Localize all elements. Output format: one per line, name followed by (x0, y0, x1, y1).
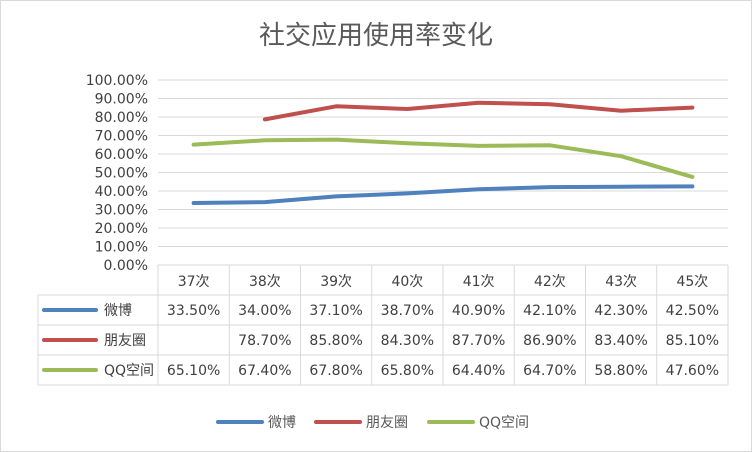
chart-title: 社交应用使用率变化 (259, 21, 493, 51)
y-tick-label: 50.00% (95, 166, 148, 182)
y-tick-label: 40.00% (95, 184, 148, 200)
x-tick-label: 42次 (534, 274, 566, 290)
y-tick-label: 10.00% (95, 240, 148, 256)
y-tick-label: 80.00% (95, 110, 148, 126)
data-label: 34.00% (238, 303, 291, 319)
data-label: 42.30% (594, 303, 647, 319)
series-line (191, 184, 695, 205)
data-label: 86.90% (523, 333, 576, 349)
legend: 微博 朋友圈 QQ空间 (216, 414, 529, 431)
data-label: 47.60% (666, 363, 719, 379)
data-label: 83.40% (594, 333, 647, 349)
y-tick-label: 70.00% (95, 129, 148, 145)
x-tick-label: 45次 (676, 274, 708, 290)
data-label: 85.10% (666, 333, 719, 349)
y-tick-label: 20.00% (95, 221, 148, 237)
data-label: 58.80% (594, 363, 647, 379)
data-label: 85.80% (309, 333, 362, 349)
y-tick-label: 90.00% (95, 92, 148, 108)
data-label: 42.10% (523, 303, 576, 319)
data-label: 64.70% (523, 363, 576, 379)
data-label: 42.50% (666, 303, 719, 319)
data-label: 37.10% (309, 303, 362, 319)
data-label: 67.80% (309, 363, 362, 379)
series-line (262, 100, 695, 122)
y-tick-label: 30.00% (95, 203, 148, 219)
table-series-name: 微博 (104, 302, 132, 319)
x-tick-label: 38次 (249, 274, 281, 290)
legend-label: 朋友圈 (366, 415, 408, 431)
data-label: 65.80% (381, 363, 434, 379)
data-label: 38.70% (381, 303, 434, 319)
data-label: 40.90% (452, 303, 505, 319)
data-label: 84.30% (381, 333, 434, 349)
legend-label: 微博 (268, 414, 296, 431)
data-label: 87.70% (452, 333, 505, 349)
series-line (191, 137, 695, 179)
data-label: 78.70% (238, 333, 291, 349)
table-series-name: 朋友圈 (104, 333, 146, 349)
data-label: 33.50% (167, 303, 220, 319)
x-tick-label: 43次 (605, 274, 637, 290)
data-label: 65.10% (167, 363, 220, 379)
legend-label: QQ空间 (479, 415, 529, 431)
y-tick-label: 60.00% (95, 147, 148, 163)
x-tick-label: 39次 (320, 274, 352, 290)
data-label: 67.40% (238, 363, 291, 379)
y-tick-label: 100.00% (86, 73, 148, 89)
x-tick-label: 40次 (391, 274, 423, 290)
x-tick-label: 37次 (178, 274, 210, 290)
x-tick-label: 41次 (463, 274, 495, 290)
y-tick-label: 0.00% (104, 258, 148, 274)
plot-area: 0.00% 10.00% 20.00% 30.00% 40.00% 50.00% 60.00… (86, 73, 728, 274)
data-label: 64.40% (452, 363, 505, 379)
table-series-name: QQ空间 (104, 363, 154, 379)
